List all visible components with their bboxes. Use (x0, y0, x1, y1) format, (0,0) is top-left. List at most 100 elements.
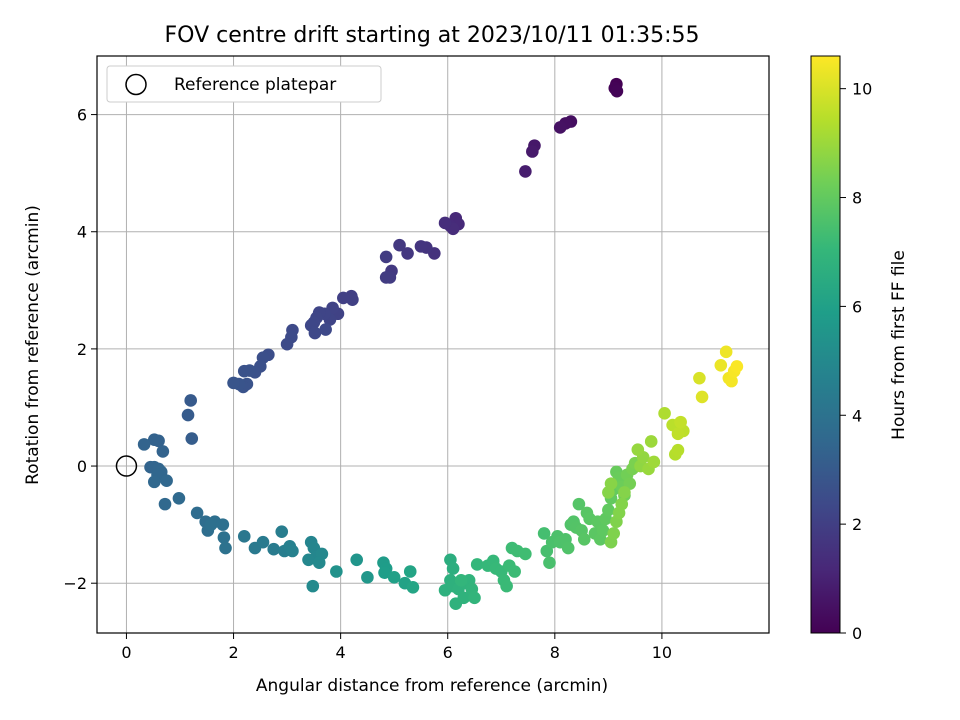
data-point (500, 579, 513, 593)
data-point (577, 532, 591, 546)
data-point (185, 432, 199, 445)
data-point (438, 216, 452, 230)
x-tick-label: 2 (228, 643, 238, 662)
colorbar-gradient (810, 55, 841, 634)
x-tick-label: 10 (652, 643, 672, 662)
data-point (184, 394, 198, 407)
data-point (237, 364, 251, 378)
data-point (658, 407, 671, 420)
y-tick-label: 0 (77, 457, 87, 476)
data-point (306, 579, 320, 593)
data-point (519, 547, 532, 561)
data-point (217, 531, 231, 544)
data-point (216, 518, 230, 531)
data-point (561, 541, 575, 555)
data-point (280, 337, 294, 351)
data-point (401, 247, 414, 260)
data-point (604, 477, 618, 490)
data-point (615, 497, 629, 511)
x-tick-label: 6 (443, 643, 453, 662)
data-point (308, 326, 322, 340)
y-tick-label: 4 (77, 223, 87, 242)
y-tick-label: −2 (63, 574, 87, 593)
y-tick-label: 6 (77, 106, 87, 125)
colorbar-tick-label: 10 (852, 80, 872, 99)
data-point (468, 591, 481, 605)
scatter-points (137, 77, 744, 611)
data-point (319, 323, 332, 336)
data-point (457, 591, 471, 605)
y-tick-label: 2 (77, 340, 87, 359)
data-point (219, 541, 232, 555)
chart-title: FOV centre drift starting at 2023/10/11 … (165, 23, 700, 48)
data-point (379, 271, 393, 284)
data-point (519, 165, 532, 178)
data-point (454, 573, 468, 587)
legend: Reference platepar (106, 65, 382, 103)
data-point (644, 435, 658, 448)
data-point (172, 491, 186, 505)
data-point (147, 433, 161, 446)
colorbar: Hours from first FF file 0 2 4 6 8 10 (810, 55, 909, 643)
data-point (596, 524, 610, 537)
data-point (730, 360, 744, 373)
data-point (227, 376, 240, 390)
data-point (693, 371, 706, 385)
colorbar-tick-label: 4 (852, 406, 862, 425)
x-axis-label: Angular distance from reference (arcmin) (256, 676, 608, 696)
data-point (160, 474, 173, 487)
data-point (610, 84, 624, 98)
axes-frame (96, 55, 770, 634)
data-point (607, 527, 621, 540)
data-point (671, 427, 685, 441)
colorbar-tick-label: 2 (852, 515, 862, 534)
colorbar-tick-label: 6 (852, 297, 862, 316)
y-axis-label: Rotation from reference (arcmin) (23, 205, 43, 485)
data-point (414, 240, 428, 253)
data-point (158, 497, 172, 511)
data-point (602, 503, 615, 517)
data-point (543, 556, 556, 570)
data-point (553, 121, 567, 134)
data-point (403, 565, 417, 578)
data-point (137, 438, 151, 451)
x-tick-label: 4 (336, 643, 346, 662)
data-point (387, 571, 401, 584)
data-point (378, 566, 391, 579)
legend-marker-reference (125, 73, 147, 96)
colorbar-tick-label: 8 (852, 189, 862, 208)
data-point (156, 445, 170, 458)
x-tick-label: 0 (121, 643, 131, 662)
data-point (181, 408, 195, 422)
data-point (267, 542, 281, 556)
legend-label-reference: Reference platepar (174, 75, 336, 95)
data-point (256, 535, 270, 549)
data-point (719, 345, 733, 359)
x-tick-label: 8 (550, 643, 560, 662)
data-point (647, 455, 661, 469)
data-point (508, 565, 521, 578)
data-point (204, 518, 218, 531)
data-point (446, 562, 460, 575)
data-point (190, 506, 204, 520)
data-point (147, 475, 161, 489)
colorbar-tick-label: 0 (852, 624, 862, 643)
data-point (572, 497, 586, 511)
data-point (470, 558, 484, 571)
data-point (618, 486, 631, 499)
data-point (725, 374, 738, 388)
data-point (406, 581, 420, 594)
data-point (714, 358, 728, 372)
legend-box (106, 65, 382, 103)
data-point (537, 527, 551, 540)
data-point (237, 530, 251, 543)
data-point (671, 443, 685, 457)
plot-area: 0 2 4 6 8 10 −2 0 2 4 6 (63, 55, 770, 662)
data-point (379, 250, 393, 264)
colorbar-label: Hours from first FF file (889, 250, 909, 440)
data-point (330, 565, 343, 578)
reference-platepar-marker (115, 455, 138, 477)
data-point (312, 556, 326, 570)
data-point (275, 525, 289, 538)
